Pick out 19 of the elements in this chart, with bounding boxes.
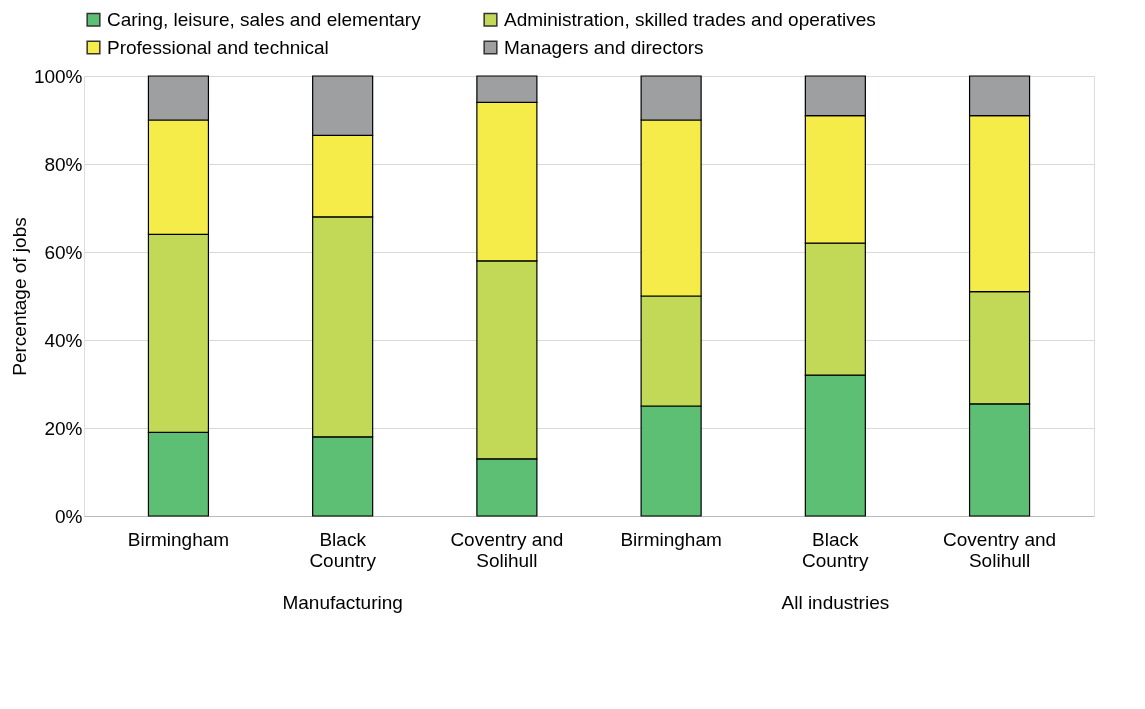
x-tick-label: Black Country bbox=[309, 528, 377, 571]
y-tick-label: 100% bbox=[33, 65, 83, 87]
legend-label: Professional and technical bbox=[107, 36, 329, 58]
x-tick-label: Coventry and Solihull bbox=[943, 528, 1057, 571]
y-tick-label: 40% bbox=[44, 329, 83, 351]
y-axis-title: Percentage of jobs bbox=[8, 217, 30, 376]
text: All industries bbox=[781, 592, 890, 613]
legend-label: Administration, skilled trades and operatives bbox=[504, 8, 876, 30]
legend-label: Managers and directors bbox=[504, 36, 704, 58]
legend-label: Caring, leisure, sales and elementary bbox=[107, 8, 422, 30]
x-tick-label: Coventry and Solihull bbox=[450, 528, 564, 571]
y-tick-label: 60% bbox=[44, 241, 83, 263]
text: Manufacturing bbox=[282, 592, 403, 613]
y-tick-label: 80% bbox=[44, 153, 83, 175]
y-tick-label: 0% bbox=[55, 505, 83, 527]
x-tick-label: Birmingham bbox=[127, 528, 230, 550]
y-tick-label: 20% bbox=[44, 417, 83, 439]
x-tick-label: Black Country bbox=[802, 528, 870, 571]
x-tick-label: Birmingham bbox=[620, 528, 722, 550]
